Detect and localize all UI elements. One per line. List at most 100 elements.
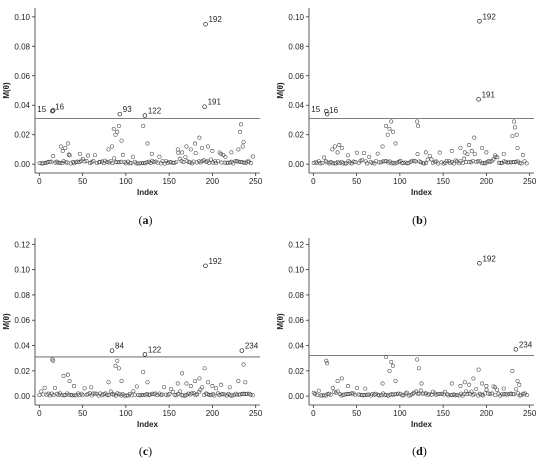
data-point (512, 392, 517, 397)
data-point (231, 161, 236, 166)
data-point (200, 145, 204, 150)
data-point (387, 368, 392, 373)
data-point (524, 161, 529, 166)
data-point (423, 150, 428, 155)
data-point (422, 391, 427, 396)
data-point (150, 391, 155, 396)
data-point (67, 153, 72, 158)
data-point (393, 141, 398, 146)
data-point (188, 147, 193, 152)
data-point (385, 132, 390, 137)
data-point (180, 150, 185, 155)
data-point (436, 391, 440, 396)
data-point (233, 159, 238, 164)
data-point (86, 153, 91, 158)
data-point (178, 389, 183, 394)
data-point (91, 159, 96, 164)
data-point (132, 392, 137, 397)
data-point (353, 392, 358, 397)
data-point (51, 393, 56, 398)
y-tick-label: 0.02 (288, 131, 304, 140)
data-point (195, 392, 200, 397)
data-point (206, 380, 211, 385)
data-point (519, 161, 524, 166)
data-point (82, 159, 87, 164)
data-point (111, 392, 116, 397)
data-point (496, 160, 501, 165)
data-point (106, 393, 111, 398)
data-point (515, 145, 520, 150)
data-point (483, 391, 488, 396)
x-tick-label: 50 (352, 409, 361, 418)
caption-part: d (416, 444, 423, 458)
data-point (205, 392, 210, 397)
highlighted-point (109, 348, 115, 353)
data-point (37, 393, 42, 398)
data-point (464, 160, 469, 165)
caption-part: ) (148, 444, 152, 458)
data-point (84, 392, 89, 397)
data-point (354, 150, 359, 155)
data-point (429, 157, 434, 162)
data-point (512, 160, 517, 165)
data-point (202, 366, 207, 371)
data-point (60, 148, 65, 153)
data-point (389, 360, 394, 364)
data-point (345, 384, 350, 388)
data-point (250, 154, 255, 159)
data-point (498, 393, 503, 398)
data-point (226, 160, 231, 165)
data-point (439, 160, 444, 165)
data-point (115, 129, 120, 134)
data-point (455, 392, 460, 397)
data-point (61, 373, 66, 378)
data-point (475, 159, 480, 164)
caption-part: ( (412, 213, 416, 227)
data-point (105, 393, 110, 398)
data-point (162, 385, 167, 390)
data-point (460, 161, 465, 166)
data-point (432, 159, 437, 164)
data-point (141, 393, 146, 398)
data-point (141, 370, 146, 375)
panel-caption: (c) (139, 444, 152, 458)
data-point (42, 385, 47, 390)
data-point (322, 155, 327, 160)
data-point (66, 152, 71, 157)
data-point (117, 160, 122, 165)
data-point (418, 160, 423, 165)
data-point (491, 157, 496, 162)
data-point (144, 160, 149, 165)
data-point (175, 381, 180, 386)
data-point (465, 391, 470, 396)
data-point (500, 392, 505, 397)
data-point (427, 153, 432, 158)
data-point (476, 367, 481, 372)
data-point (403, 391, 408, 396)
data-point (437, 392, 442, 397)
highlighted-point (513, 347, 519, 352)
data-point (245, 159, 250, 164)
data-point (353, 160, 358, 165)
x-tick-label: 150 (436, 409, 450, 418)
data-point (157, 154, 162, 159)
y-tick-label: 0.00 (288, 392, 304, 401)
y-tick-label: 0.04 (288, 342, 304, 351)
x-axis-title: Index (411, 420, 432, 429)
data-point (163, 392, 168, 397)
highlighted-point (117, 111, 123, 117)
y-axis-title: M(θ) (276, 313, 285, 330)
data-point (390, 129, 395, 134)
y-tick-label: 0.10 (14, 266, 30, 275)
data-point (200, 385, 205, 390)
data-point (219, 160, 224, 165)
data-point (72, 393, 77, 398)
data-point (452, 161, 456, 166)
point-label: 191 (208, 98, 222, 107)
panel-caption: (a) (139, 213, 153, 227)
data-point (477, 391, 482, 396)
data-point (520, 153, 525, 158)
data-point (467, 143, 472, 147)
y-tick-label: 0.04 (288, 101, 304, 110)
data-point (416, 366, 421, 371)
